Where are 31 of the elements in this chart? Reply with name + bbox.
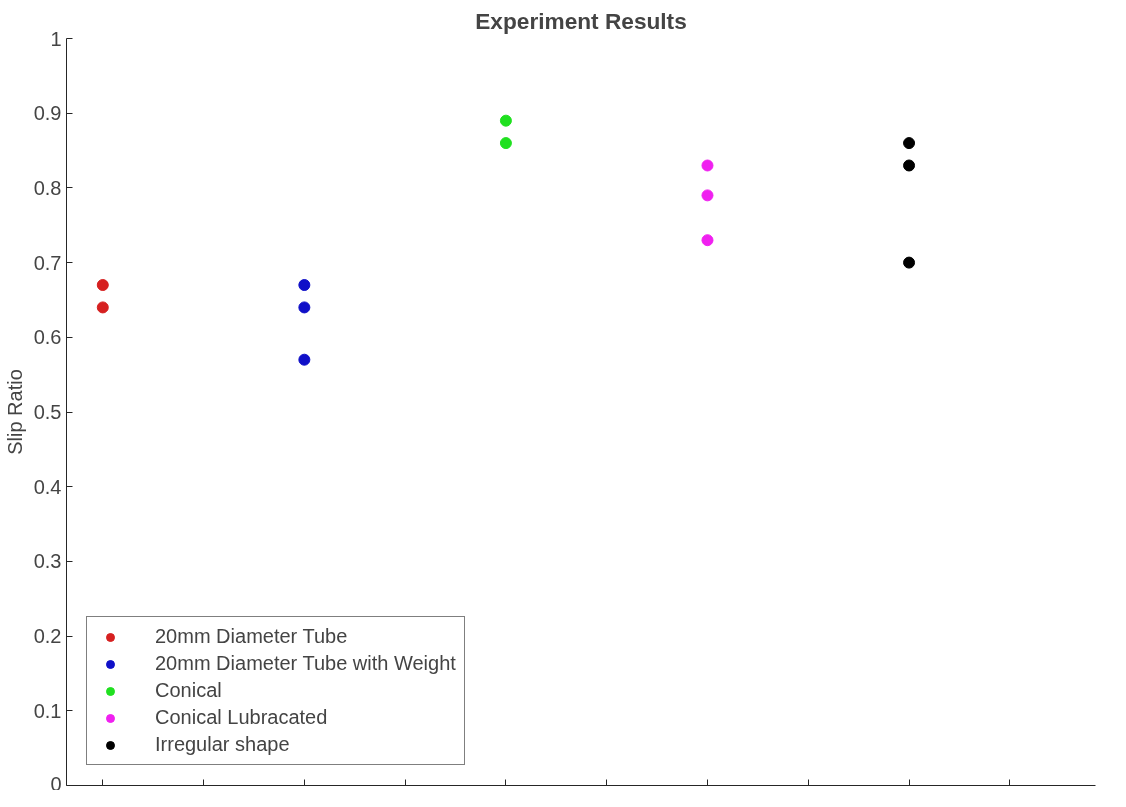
legend-label: Irregular shape [155, 733, 290, 756]
y-tick-label: 0.1 [33, 699, 62, 722]
legend-label: 20mm Diameter Tube [155, 625, 348, 648]
y-axis-title: Slip Ratio [3, 369, 26, 455]
legend-label: 20mm Diameter Tube with Weight [155, 652, 456, 675]
y-tick-label: 0.5 [33, 401, 62, 423]
point [701, 234, 714, 247]
point [96, 301, 109, 314]
point [903, 137, 916, 150]
point [499, 137, 512, 150]
point [298, 301, 311, 314]
y-tick-label: 0.6 [33, 326, 62, 349]
point [903, 256, 916, 269]
y-tick-label: 0.2 [33, 625, 62, 648]
y-tick-label: 0.9 [33, 102, 62, 125]
point [499, 114, 512, 127]
point [96, 279, 109, 291]
y-tick-label: 0.3 [33, 550, 62, 573]
point [298, 279, 311, 291]
legend-label: Conical Lubracated [155, 706, 328, 729]
y-tick-label: 1 [50, 27, 62, 50]
y-tick-label: 0.4 [33, 475, 62, 498]
y-tick-label: 0 [50, 772, 62, 795]
point [701, 159, 714, 172]
chart-title: Experiment Results [475, 7, 687, 34]
legend-label: Conical [155, 679, 222, 702]
point [298, 353, 311, 366]
y-tick-label: 0.7 [33, 251, 62, 274]
point [701, 189, 714, 202]
point [903, 159, 916, 172]
y-tick-label: 0.8 [33, 176, 62, 199]
